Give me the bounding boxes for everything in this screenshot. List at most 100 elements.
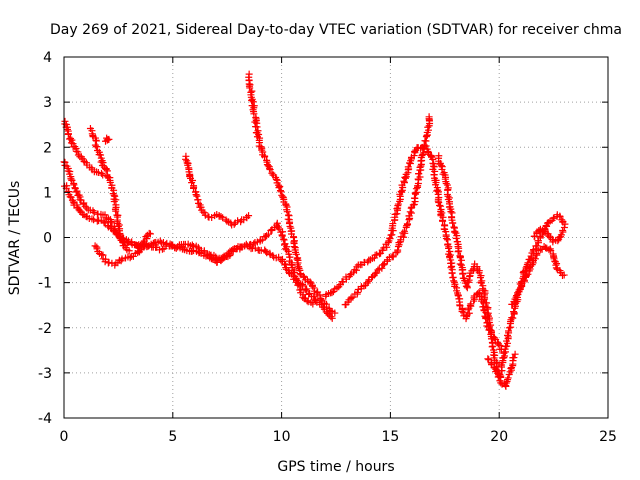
x-axis-label: GPS time / hours bbox=[277, 459, 394, 475]
data-point bbox=[394, 246, 402, 254]
data-point bbox=[286, 222, 294, 230]
data-point bbox=[276, 182, 284, 190]
data-point bbox=[89, 207, 97, 215]
data-point bbox=[194, 243, 202, 251]
data-point bbox=[81, 202, 89, 210]
data-point bbox=[544, 219, 552, 227]
data-point bbox=[282, 246, 290, 254]
data-point bbox=[492, 368, 500, 376]
data-point bbox=[137, 246, 145, 254]
series-arc-9 bbox=[322, 142, 505, 353]
data-point bbox=[410, 194, 418, 202]
data-point bbox=[506, 368, 514, 376]
data-point bbox=[250, 110, 258, 118]
data-point bbox=[527, 252, 535, 260]
data-point bbox=[249, 98, 257, 106]
data-point bbox=[196, 248, 204, 256]
data-point bbox=[72, 147, 80, 155]
data-point bbox=[223, 217, 231, 225]
series-arc-11 bbox=[435, 152, 519, 390]
data-point bbox=[139, 238, 147, 246]
data-point bbox=[533, 242, 541, 250]
series-arc-12 bbox=[484, 211, 569, 381]
data-point bbox=[290, 243, 298, 251]
y-tick-label: 2 bbox=[43, 140, 52, 156]
data-point bbox=[400, 233, 408, 241]
data-point bbox=[448, 262, 456, 270]
data-point bbox=[67, 175, 75, 183]
data-point bbox=[516, 285, 524, 293]
data-point bbox=[112, 207, 120, 215]
data-point bbox=[401, 173, 409, 181]
data-point bbox=[328, 289, 336, 297]
data-point bbox=[331, 309, 339, 317]
data-point bbox=[278, 232, 286, 240]
data-point bbox=[505, 324, 513, 332]
data-point bbox=[504, 376, 512, 384]
data-point bbox=[68, 176, 76, 184]
data-point bbox=[449, 274, 457, 282]
data-point bbox=[502, 379, 510, 387]
data-point bbox=[436, 202, 444, 210]
data-point bbox=[217, 212, 225, 220]
data-point bbox=[193, 192, 201, 200]
data-point bbox=[257, 143, 265, 151]
data-point bbox=[488, 343, 496, 351]
data-point bbox=[550, 214, 558, 222]
data-point bbox=[303, 297, 311, 305]
data-point bbox=[458, 308, 466, 316]
data-point bbox=[487, 335, 495, 343]
y-tick-label: 4 bbox=[43, 50, 52, 66]
x-tick-label: 20 bbox=[490, 429, 508, 445]
data-point bbox=[397, 187, 405, 195]
data-point bbox=[435, 199, 443, 207]
data-point bbox=[93, 143, 101, 151]
data-point bbox=[229, 246, 237, 254]
data-point bbox=[545, 232, 553, 240]
data-point bbox=[248, 87, 256, 95]
data-point bbox=[484, 355, 492, 363]
data-point bbox=[416, 173, 424, 181]
data-point bbox=[464, 278, 472, 286]
data-point bbox=[67, 139, 75, 147]
data-point bbox=[522, 271, 530, 279]
data-point bbox=[105, 135, 113, 143]
data-point bbox=[102, 165, 110, 173]
data-point bbox=[380, 261, 388, 269]
data-point bbox=[103, 167, 111, 175]
series-arc-4 bbox=[86, 124, 111, 175]
data-points bbox=[60, 70, 569, 390]
data-point bbox=[511, 350, 519, 358]
data-point bbox=[91, 141, 99, 149]
data-point bbox=[317, 296, 325, 304]
data-point bbox=[110, 198, 118, 206]
data-point bbox=[310, 284, 318, 292]
data-point bbox=[386, 234, 394, 242]
data-point bbox=[510, 354, 518, 362]
data-point bbox=[250, 240, 258, 248]
data-point bbox=[475, 289, 483, 297]
data-point bbox=[292, 250, 300, 258]
data-point bbox=[496, 370, 504, 378]
chart-title: Day 269 of 2021, Sidereal Day-to-day VTE… bbox=[50, 22, 622, 38]
data-point bbox=[72, 188, 80, 196]
data-point bbox=[421, 137, 429, 145]
data-point bbox=[448, 269, 456, 277]
data-point bbox=[308, 282, 316, 290]
series-arc-5 bbox=[102, 134, 113, 145]
data-point bbox=[510, 308, 518, 316]
data-point bbox=[411, 148, 419, 156]
data-point bbox=[88, 215, 96, 223]
data-point bbox=[97, 169, 105, 177]
x-tick-label: 15 bbox=[381, 429, 399, 445]
data-point bbox=[411, 189, 419, 197]
data-point bbox=[354, 288, 362, 296]
data-point bbox=[295, 265, 303, 273]
data-point bbox=[299, 272, 307, 280]
data-point bbox=[454, 248, 462, 256]
data-point bbox=[277, 188, 285, 196]
data-point bbox=[439, 217, 447, 225]
data-point bbox=[513, 292, 521, 300]
y-tick-label: -2 bbox=[38, 321, 52, 337]
data-point bbox=[391, 210, 399, 218]
